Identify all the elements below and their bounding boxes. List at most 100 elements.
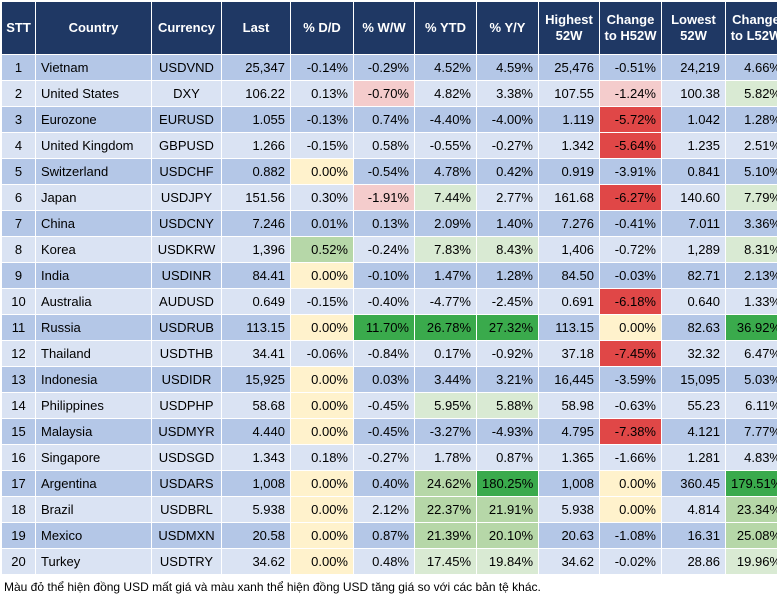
- cell-last: 0.882: [221, 158, 291, 185]
- cell-dd: 0.00%: [290, 262, 354, 289]
- cell-low52w: 0.640: [661, 288, 726, 315]
- cell-country: Singapore: [35, 444, 152, 471]
- cell-stt: 20: [1, 548, 36, 575]
- cell-change-l52w: 23.34%: [725, 496, 777, 523]
- table-row: 12 Thailand USDTHB 34.41 -0.06% -0.84% 0.17% -0…: [1, 340, 777, 367]
- table-row: 18 Brazil USDBRL 5.938 0.00% 2.12% 22.37% 21.91…: [1, 496, 777, 523]
- cell-change-l52w: 7.79%: [725, 184, 777, 211]
- cell-yy: 2.77%: [476, 184, 539, 211]
- cell-dd: 0.00%: [290, 522, 354, 549]
- cell-ytd: 3.44%: [414, 366, 477, 393]
- cell-stt: 9: [1, 262, 36, 289]
- cell-ww: 0.40%: [353, 470, 415, 497]
- cell-currency: USDJPY: [151, 184, 222, 211]
- footnote: Màu đỏ thể hiện đồng USD mất giá và màu …: [4, 580, 541, 594]
- cell-high52w: 25,476: [538, 54, 600, 81]
- cell-low52w: 100.38: [661, 80, 726, 107]
- cell-dd: 0.01%: [290, 210, 354, 237]
- cell-ww: -1.91%: [353, 184, 415, 211]
- cell-currency: USDARS: [151, 470, 222, 497]
- cell-country: Eurozone: [35, 106, 152, 133]
- cell-stt: 13: [1, 366, 36, 393]
- cell-ytd: 1.78%: [414, 444, 477, 471]
- cell-stt: 4: [1, 132, 36, 159]
- cell-yy: -0.27%: [476, 132, 539, 159]
- cell-stt: 6: [1, 184, 36, 211]
- cell-last: 1.055: [221, 106, 291, 133]
- cell-last: 113.15: [221, 314, 291, 341]
- header-yy: % Y/Y: [476, 1, 539, 55]
- cell-yy: -4.93%: [476, 418, 539, 445]
- cell-stt: 18: [1, 496, 36, 523]
- cell-dd: 0.00%: [290, 470, 354, 497]
- cell-ytd: -3.27%: [414, 418, 477, 445]
- cell-ww: 0.58%: [353, 132, 415, 159]
- table-row: 1 Vietnam USDVND 25,347 -0.14% -0.29% 4.52% 4.5…: [1, 54, 777, 81]
- cell-change-l52w: 25.08%: [725, 522, 777, 549]
- cell-low52w: 16.31: [661, 522, 726, 549]
- table-row: 2 United States DXY 106.22 0.13% -0.70% 4.82% 3…: [1, 80, 777, 107]
- cell-ytd: 17.45%: [414, 548, 477, 575]
- cell-change-l52w: 6.11%: [725, 392, 777, 419]
- cell-ww: -0.40%: [353, 288, 415, 315]
- cell-yy: 3.21%: [476, 366, 539, 393]
- cell-currency: AUDUSD: [151, 288, 222, 315]
- cell-dd: 0.00%: [290, 418, 354, 445]
- cell-change-h52w: -0.03%: [599, 262, 662, 289]
- cell-country: Malaysia: [35, 418, 152, 445]
- cell-stt: 17: [1, 470, 36, 497]
- table-row: 16 Singapore USDSGD 1.343 0.18% -0.27% 1.78% 0.…: [1, 444, 777, 471]
- cell-low52w: 24,219: [661, 54, 726, 81]
- cell-change-l52w: 3.36%: [725, 210, 777, 237]
- cell-last: 34.62: [221, 548, 291, 575]
- cell-dd: 0.00%: [290, 158, 354, 185]
- cell-last: 84.41: [221, 262, 291, 289]
- cell-ww: -0.84%: [353, 340, 415, 367]
- cell-change-h52w: -0.51%: [599, 54, 662, 81]
- cell-high52w: 0.691: [538, 288, 600, 315]
- header-ww: % W/W: [353, 1, 415, 55]
- table-row: 13 Indonesia USDIDR 15,925 0.00% 0.03% 3.44% 3.…: [1, 366, 777, 393]
- cell-country: Thailand: [35, 340, 152, 367]
- cell-low52w: 4.814: [661, 496, 726, 523]
- cell-yy: 0.87%: [476, 444, 539, 471]
- cell-change-h52w: 0.00%: [599, 314, 662, 341]
- cell-country: Korea: [35, 236, 152, 263]
- cell-last: 7.246: [221, 210, 291, 237]
- cell-yy: 8.43%: [476, 236, 539, 263]
- cell-dd: 0.00%: [290, 366, 354, 393]
- cell-change-l52w: 4.83%: [725, 444, 777, 471]
- cell-ytd: 22.37%: [414, 496, 477, 523]
- cell-currency: USDTHB: [151, 340, 222, 367]
- cell-change-h52w: 0.00%: [599, 496, 662, 523]
- table-row: 11 Russia USDRUB 113.15 0.00% 11.70% 26.78% 27.…: [1, 314, 777, 341]
- cell-currency: USDINR: [151, 262, 222, 289]
- cell-change-h52w: -1.66%: [599, 444, 662, 471]
- cell-country: Australia: [35, 288, 152, 315]
- cell-low52w: 0.841: [661, 158, 726, 185]
- cell-dd: 0.00%: [290, 548, 354, 575]
- cell-yy: 4.59%: [476, 54, 539, 81]
- cell-yy: 20.10%: [476, 522, 539, 549]
- cell-currency: GBPUSD: [151, 132, 222, 159]
- cell-currency: USDKRW: [151, 236, 222, 263]
- cell-country: United States: [35, 80, 152, 107]
- cell-ytd: 2.09%: [414, 210, 477, 237]
- cell-country: India: [35, 262, 152, 289]
- cell-change-h52w: -6.18%: [599, 288, 662, 315]
- currency-table: STT Country Currency Last % D/D % W/W % …: [1, 1, 777, 575]
- cell-stt: 12: [1, 340, 36, 367]
- cell-change-l52w: 4.66%: [725, 54, 777, 81]
- cell-ww: -0.24%: [353, 236, 415, 263]
- cell-last: 20.58: [221, 522, 291, 549]
- header-change-l52w: Change to L52W: [725, 1, 777, 55]
- cell-country: Mexico: [35, 522, 152, 549]
- cell-currency: USDVND: [151, 54, 222, 81]
- cell-ww: 0.03%: [353, 366, 415, 393]
- table-row: 6 Japan USDJPY 151.56 0.30% -1.91% 7.44% 2.77% 1…: [1, 184, 777, 211]
- cell-ytd: 1.47%: [414, 262, 477, 289]
- header-ytd: % YTD: [414, 1, 477, 55]
- cell-yy: -0.92%: [476, 340, 539, 367]
- cell-ytd: 4.78%: [414, 158, 477, 185]
- cell-low52w: 82.63: [661, 314, 726, 341]
